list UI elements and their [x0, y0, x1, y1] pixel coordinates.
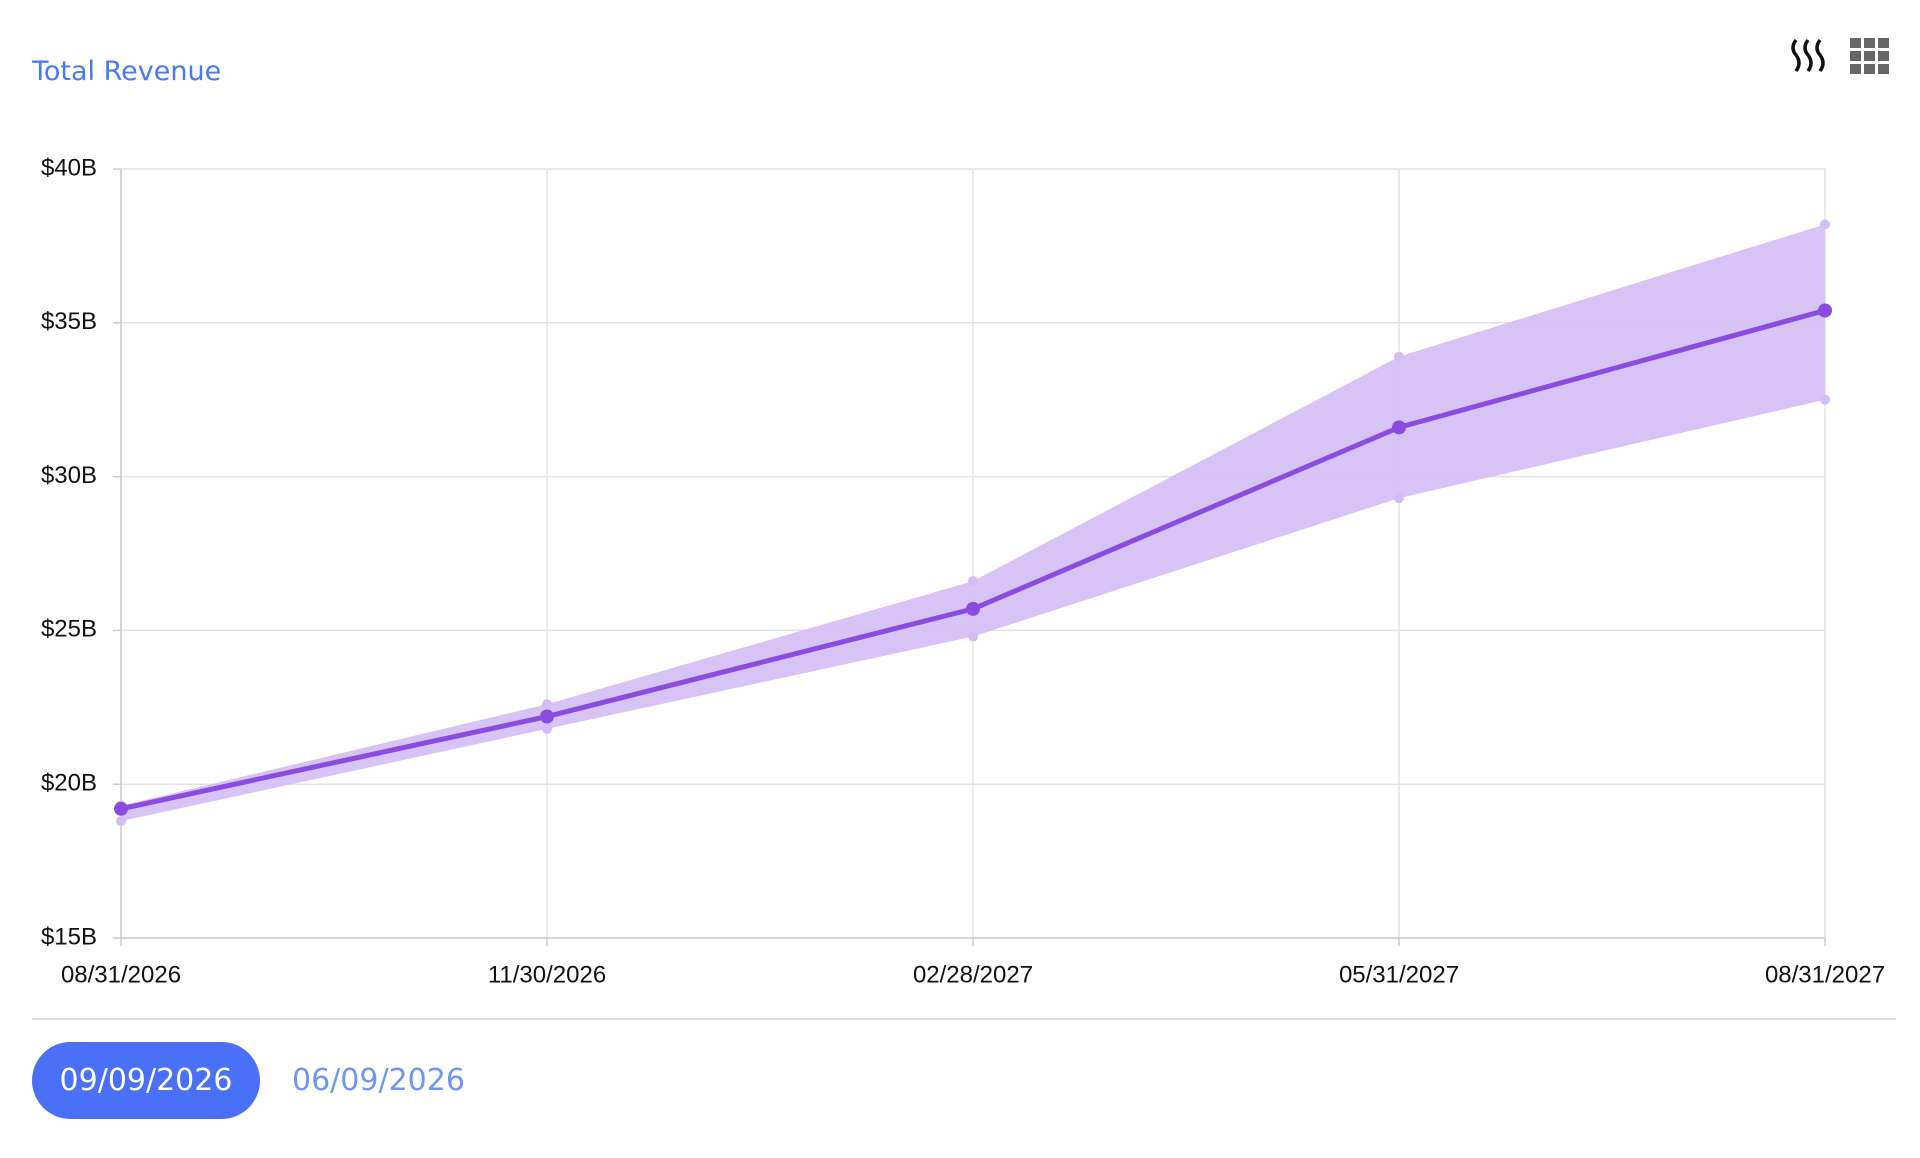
grid-icon[interactable] [1850, 38, 1889, 74]
band-point [1394, 351, 1404, 362]
x-tick-label: 05/31/2027 [1339, 961, 1459, 988]
band-point [116, 816, 126, 827]
band-point [542, 699, 552, 710]
y-tick-label: $20B [41, 770, 97, 797]
series-point [1392, 420, 1406, 435]
band-point [1820, 394, 1830, 405]
y-tick-label: $15B [41, 923, 97, 950]
band-point [1394, 493, 1404, 504]
x-tick-label: 11/30/2026 [488, 961, 606, 988]
band-point [542, 723, 552, 734]
x-tick-label: 02/28/2027 [913, 961, 1033, 988]
confidence-band [121, 224, 1825, 822]
band-point [968, 631, 978, 642]
series-point [114, 801, 128, 816]
chart-title: Total Revenue [31, 56, 221, 87]
y-tick-label: $25B [41, 616, 97, 643]
band-point [968, 576, 978, 587]
band-point [1820, 219, 1830, 230]
wave-icon[interactable] [1791, 38, 1825, 73]
y-tick-label: $30B [41, 462, 97, 489]
x-tick-label: 08/31/2026 [61, 961, 181, 988]
date-tab[interactable]: 09/09/2026 [32, 1042, 260, 1119]
series-point [540, 709, 554, 724]
x-tick-label: 08/31/2027 [1765, 961, 1885, 988]
y-tick-label: $40B [41, 154, 97, 181]
series-point [966, 601, 980, 616]
date-tab[interactable]: 06/09/2026 [292, 1063, 465, 1098]
y-tick-label: $35B [41, 308, 97, 335]
series-point [1818, 303, 1832, 318]
